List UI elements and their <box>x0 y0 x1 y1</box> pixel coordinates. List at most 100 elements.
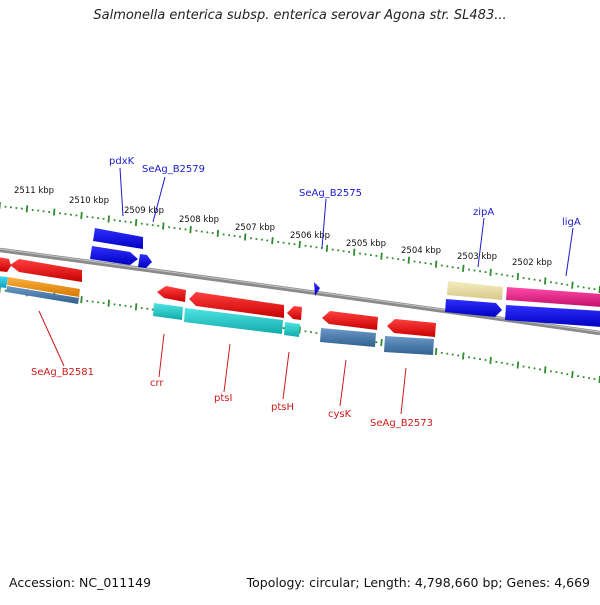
ruler-tick <box>189 226 192 234</box>
leader-SeAg_B2581 <box>38 310 65 367</box>
ruler-dot <box>200 230 203 233</box>
ruler-dot <box>151 224 154 226</box>
ruler-tick <box>516 361 520 369</box>
ruler-dot <box>64 213 67 215</box>
leader-crr <box>158 333 165 378</box>
ruler-tick <box>544 277 547 285</box>
ruler-dot <box>337 249 340 252</box>
ruler-dot <box>124 220 127 223</box>
leader-SeAg_B2573 <box>400 367 407 415</box>
ruler-tick <box>271 237 274 245</box>
ruler-dot <box>124 304 127 307</box>
ruler-dot <box>506 274 509 277</box>
ruler-dot <box>528 277 530 280</box>
ruler-label-2511: 2511 kbp <box>14 186 54 196</box>
ruler-dot <box>228 234 230 237</box>
ruler-dot <box>566 373 569 376</box>
ruler-dot <box>113 219 116 222</box>
ruler-dot <box>397 258 400 260</box>
ruler-dot <box>42 210 45 213</box>
label-ptsI: ptsI <box>214 393 232 404</box>
ruler-dot <box>500 273 503 276</box>
ruler-dot <box>282 241 285 244</box>
gene-crr-cds <box>153 303 183 320</box>
ruler-dot <box>239 235 241 238</box>
label-SeAg_B2581: SeAg_B2581 <box>31 367 94 378</box>
ruler-dot <box>97 301 100 304</box>
ruler-label-2506: 2506 kbp <box>290 231 330 241</box>
ruler-tick <box>544 366 547 374</box>
label-crr: crr <box>150 378 164 389</box>
ruler-dot <box>168 226 170 229</box>
ruler-dot <box>539 368 541 371</box>
ruler-dot <box>413 260 416 263</box>
ruler-dot <box>97 217 100 219</box>
ruler-dot <box>277 241 280 243</box>
ruler-tick <box>571 371 574 379</box>
ruler-tick <box>107 299 110 307</box>
ruler-dot <box>511 275 514 278</box>
leader-ligA <box>565 227 574 277</box>
ruler-dot <box>211 232 214 234</box>
ruler-dot <box>495 272 498 275</box>
ruler-dot <box>157 224 160 227</box>
ruler-tick <box>25 205 29 213</box>
ruler-dot <box>255 238 258 240</box>
leader-pdxK <box>119 167 124 217</box>
label-SeAg_B2579: SeAg_B2579 <box>142 164 205 175</box>
ruler-dot <box>484 359 487 361</box>
ruler-dot <box>304 244 307 247</box>
ruler-dot <box>528 366 530 369</box>
ruler-dot <box>222 233 225 236</box>
ruler-dot <box>91 300 94 303</box>
accession-label: Accession: NC_011149 <box>9 575 152 590</box>
ruler-dot <box>250 237 252 240</box>
ruler-tick <box>80 211 83 220</box>
genome-backbone <box>0 247 600 336</box>
ruler-dot <box>315 332 318 334</box>
ruler-dot <box>555 371 558 374</box>
ruler-dot <box>113 303 116 306</box>
gene-SeAg_B2573 <box>387 319 436 337</box>
ruler-dot <box>359 252 361 255</box>
ruler-dot <box>364 253 367 256</box>
ruler-tick <box>134 303 138 311</box>
gene-orange-left <box>7 277 80 297</box>
ruler-tick <box>162 222 165 230</box>
ruler-dot <box>560 283 563 285</box>
ruler-dot <box>451 353 454 356</box>
gene-crr <box>157 286 186 302</box>
ruler-dot <box>468 268 470 271</box>
gene-pdxK-cds <box>90 246 138 265</box>
ruler-label-2502: 2502 kbp <box>512 258 552 268</box>
ruler-dot <box>555 282 558 284</box>
ruler-dot <box>37 209 40 212</box>
ruler-tick <box>107 215 110 223</box>
ruler-dot <box>391 257 394 260</box>
ruler-dot <box>539 279 541 282</box>
ruler-dot <box>479 270 481 273</box>
ruler-dot <box>140 222 143 225</box>
ruler-tick <box>489 268 492 276</box>
ruler-dotted-track-top <box>0 202 600 294</box>
ruler-dot <box>588 377 590 379</box>
gene-red-left <box>10 259 82 282</box>
ruler-tick <box>571 281 574 289</box>
ruler-dot <box>130 221 132 224</box>
ruler-dot <box>375 341 378 344</box>
ruler-dot <box>70 213 72 216</box>
gene-ligA-cds <box>505 305 600 327</box>
ruler-tick <box>516 273 520 281</box>
ruler-dot <box>146 223 149 226</box>
ruler-dot <box>119 220 121 222</box>
leader-SeAg_B2579 <box>152 176 166 223</box>
ruler-dot <box>130 305 132 308</box>
ruler-tick <box>489 356 492 365</box>
label-zipA: zipA <box>473 207 494 218</box>
ruler-tick <box>216 229 220 237</box>
ruler-tick <box>353 248 356 256</box>
leader-zipA <box>477 217 485 268</box>
label-cysK: cysK <box>328 409 352 420</box>
ruler-dot <box>10 206 12 209</box>
ruler-dot <box>288 242 290 245</box>
